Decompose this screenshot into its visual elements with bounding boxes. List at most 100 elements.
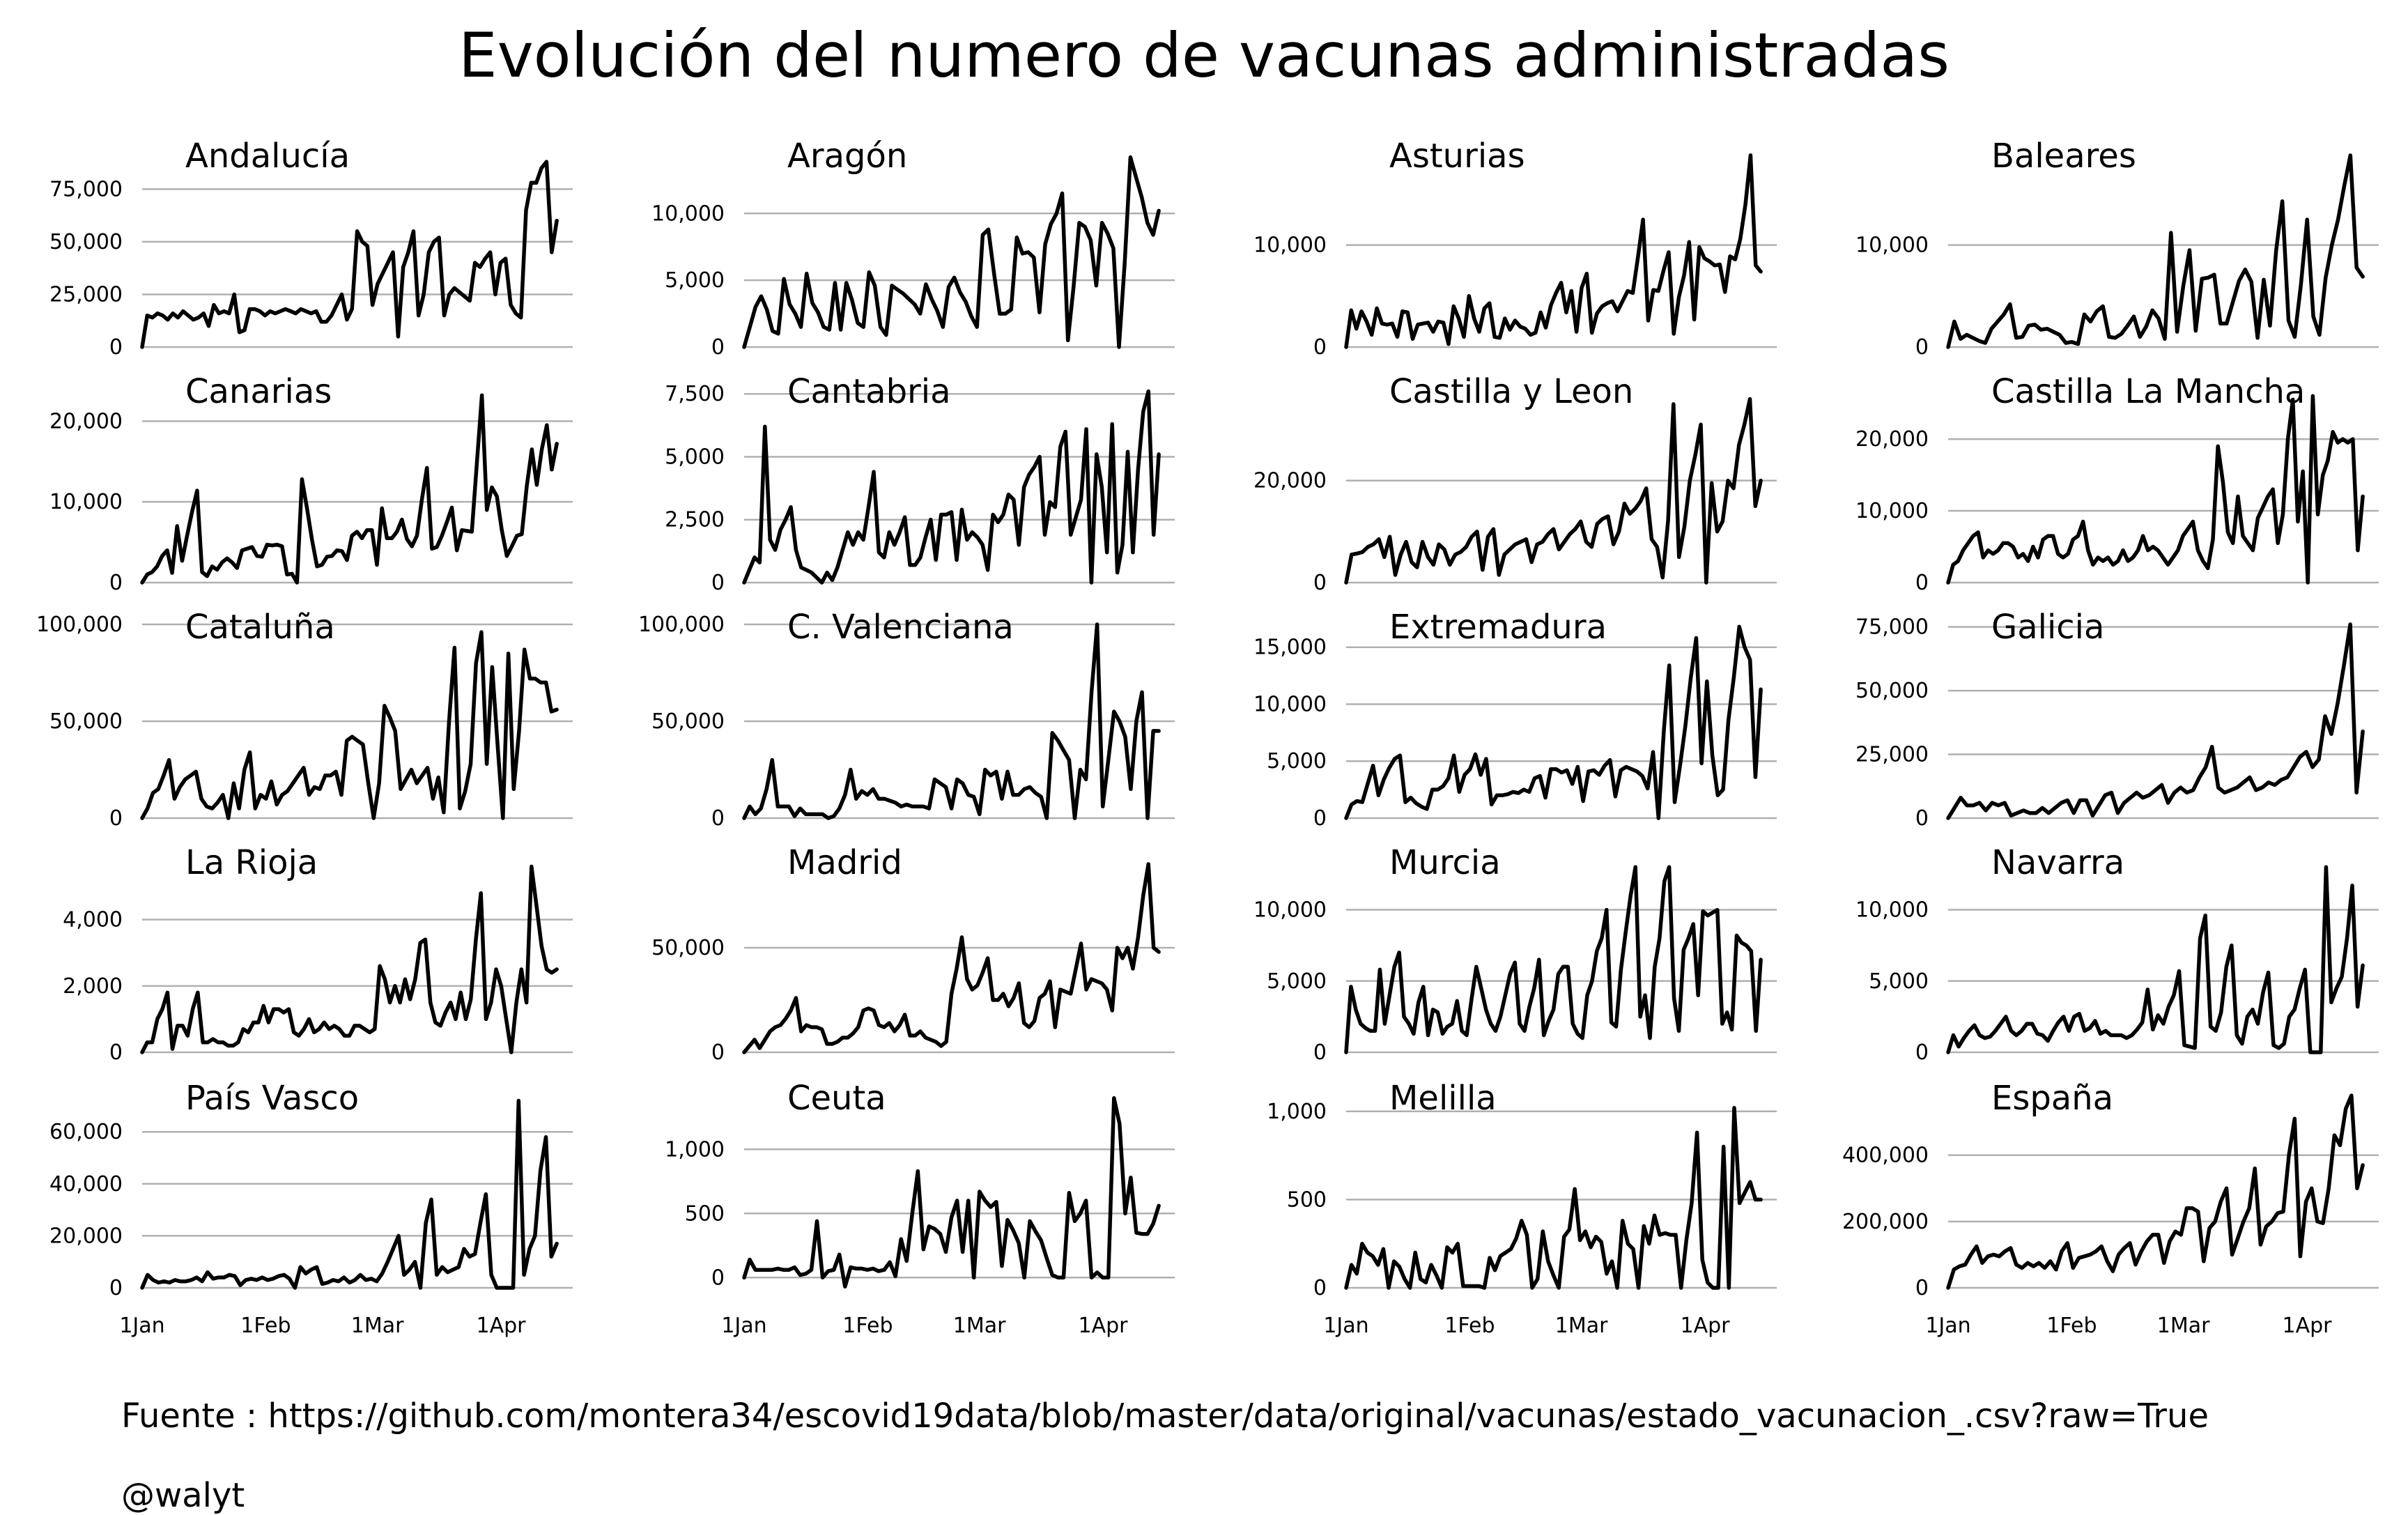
- panel-title: Madrid: [787, 843, 902, 882]
- y-tick-label: 10,000: [49, 490, 123, 514]
- panel-title: C. Valenciana: [787, 608, 1014, 647]
- x-tick-label: 1Jan: [1925, 1314, 1970, 1338]
- y-tick-label: 0: [1313, 571, 1327, 595]
- y-tick-label: 0: [1915, 806, 1929, 831]
- panel-title: La Rioja: [185, 843, 318, 882]
- x-tick-label: 1Apr: [477, 1314, 527, 1338]
- y-tick-label: 5,000: [665, 268, 725, 293]
- series-line-cataluna: [140, 630, 559, 820]
- panel-cantabria: 0 2,500 5,000 7,500 Cantabria: [665, 372, 1175, 595]
- x-tick-label: 1Jan: [721, 1314, 766, 1338]
- y-tick-label: 0: [1313, 1040, 1327, 1065]
- y-tick-label: 5,000: [1869, 969, 1929, 994]
- panel-title: Asturias: [1389, 137, 1525, 176]
- series-line-la-rioja: [140, 864, 559, 1054]
- y-tick-label: 5,000: [665, 445, 725, 469]
- y-tick-label: 20,000: [49, 1224, 123, 1248]
- y-tick-label: 10,000: [1253, 233, 1327, 258]
- y-tick-label: 1,000: [665, 1137, 725, 1162]
- panel-melilla: 0 500 1,000 Melilla 1Jan 1Feb 1Mar 1Apr: [1267, 1079, 1777, 1338]
- series-line-aragon: [742, 155, 1161, 349]
- series-line-melilla: [1344, 1105, 1763, 1290]
- x-tick-label: 1Feb: [1444, 1314, 1495, 1338]
- y-tick-label: 10,000: [1253, 898, 1327, 923]
- y-tick-label: 0: [711, 1040, 725, 1065]
- panel-navarra: 0 5,000 10,000 Navarra: [1855, 843, 2379, 1065]
- y-tick-label: 400,000: [1842, 1144, 1929, 1168]
- x-tick-label: 1Feb: [2046, 1314, 2097, 1338]
- panel-baleares: 0 10,000 Baleares: [1855, 137, 2379, 360]
- chart-title: Evolución del numero de vacunas administ…: [458, 20, 1950, 91]
- y-tick-label: 1,000: [1267, 1100, 1327, 1124]
- author-handle: @walyt: [121, 1476, 245, 1515]
- x-tick-label: 1Mar: [2157, 1314, 2210, 1338]
- y-tick-label: 2,500: [665, 508, 725, 532]
- x-tick-label: 1Mar: [953, 1314, 1006, 1338]
- y-tick-label: 25,000: [49, 282, 123, 307]
- series-line-madrid: [742, 862, 1161, 1054]
- panel-c-valenciana: 0 50,000 100,000 C. Valenciana: [638, 608, 1175, 831]
- panel-cataluna: 0 50,000 100,000 Cataluña: [36, 608, 573, 831]
- series-line-ceuta: [742, 1095, 1161, 1289]
- panel-title: Ceuta: [787, 1079, 886, 1118]
- x-tick-label: 1Apr: [2283, 1314, 2333, 1338]
- y-tick-label: 20,000: [1855, 427, 1929, 452]
- panel-title: Cataluña: [185, 608, 335, 647]
- series-line-murcia: [1344, 865, 1763, 1054]
- series-line-extremadura: [1344, 624, 1763, 820]
- y-tick-label: 10,000: [1253, 692, 1327, 716]
- x-tick-label: 1Mar: [351, 1314, 404, 1338]
- panel-asturias: 0 10,000 Asturias: [1253, 137, 1777, 360]
- y-tick-label: 0: [1313, 1276, 1327, 1300]
- y-tick-label: 50,000: [651, 709, 725, 734]
- y-tick-label: 0: [711, 806, 725, 831]
- y-tick-label: 5,000: [1267, 969, 1327, 994]
- y-tick-label: 500: [1287, 1187, 1327, 1212]
- series-line-espana: [1946, 1093, 2365, 1290]
- x-tick-label: 1Apr: [1079, 1314, 1129, 1338]
- x-tick-label: 1Jan: [1323, 1314, 1368, 1338]
- y-tick-label: 10,000: [1855, 233, 1929, 258]
- panel-la-rioja: 0 2,000 4,000 La Rioja: [63, 843, 573, 1065]
- panel-title: Extremadura: [1389, 608, 1607, 647]
- x-tick-label: 1Mar: [1555, 1314, 1608, 1338]
- y-tick-label: 0: [109, 1040, 123, 1065]
- y-tick-label: 0: [1915, 571, 1929, 595]
- panel-title: Melilla: [1389, 1079, 1497, 1118]
- y-tick-label: 10,000: [1855, 898, 1929, 923]
- y-tick-label: 200,000: [1842, 1210, 1929, 1234]
- y-tick-label: 40,000: [49, 1172, 123, 1197]
- series-line-pais-vasco: [140, 1098, 559, 1290]
- y-tick-label: 0: [109, 806, 123, 831]
- panel-castilla-y-leon: 0 20,000 Castilla y Leon: [1253, 372, 1777, 595]
- y-tick-label: 2,000: [63, 974, 123, 999]
- y-tick-label: 60,000: [49, 1120, 123, 1144]
- x-tick-label: 1Jan: [119, 1314, 164, 1338]
- panel-title: Castilla La Mancha: [1991, 372, 2305, 411]
- panel-title: País Vasco: [185, 1079, 359, 1118]
- series-line-galicia: [1946, 622, 2365, 820]
- source-credit: Fuente : https://github.com/montera34/es…: [121, 1397, 2209, 1436]
- panel-title: Aragón: [787, 137, 907, 176]
- series-line-navarra: [1946, 865, 2365, 1054]
- y-tick-label: 0: [711, 571, 725, 595]
- x-tick-label: 1Feb: [240, 1314, 291, 1338]
- y-tick-label: 0: [1915, 1276, 1929, 1300]
- panel-ceuta: 0 500 1,000 Ceuta 1Jan 1Feb 1Mar 1Apr: [665, 1079, 1175, 1338]
- y-tick-label: 75,000: [1855, 615, 1929, 640]
- series-line-andalucia: [140, 160, 559, 349]
- series-line-baleares: [1946, 153, 2365, 349]
- panel-title: Murcia: [1389, 843, 1501, 882]
- panel-andalucia: 0 25,000 50,000 75,000 Andalucía: [49, 137, 573, 360]
- panel-title: Cantabria: [787, 372, 951, 411]
- y-tick-label: 50,000: [1855, 679, 1929, 703]
- x-tick-label: 1Apr: [1681, 1314, 1731, 1338]
- series-line-c-valenciana: [742, 622, 1161, 820]
- panel-madrid: 0 50,000 Madrid: [651, 843, 1175, 1065]
- panel-title: España: [1991, 1079, 2113, 1118]
- y-tick-label: 4,000: [63, 908, 123, 932]
- y-tick-label: 0: [1915, 1040, 1929, 1065]
- y-tick-label: 0: [109, 1276, 123, 1300]
- panel-extremadura: 0 5,000 10,000 15,000 Extremadura: [1253, 608, 1777, 831]
- y-tick-label: 7,500: [665, 382, 725, 406]
